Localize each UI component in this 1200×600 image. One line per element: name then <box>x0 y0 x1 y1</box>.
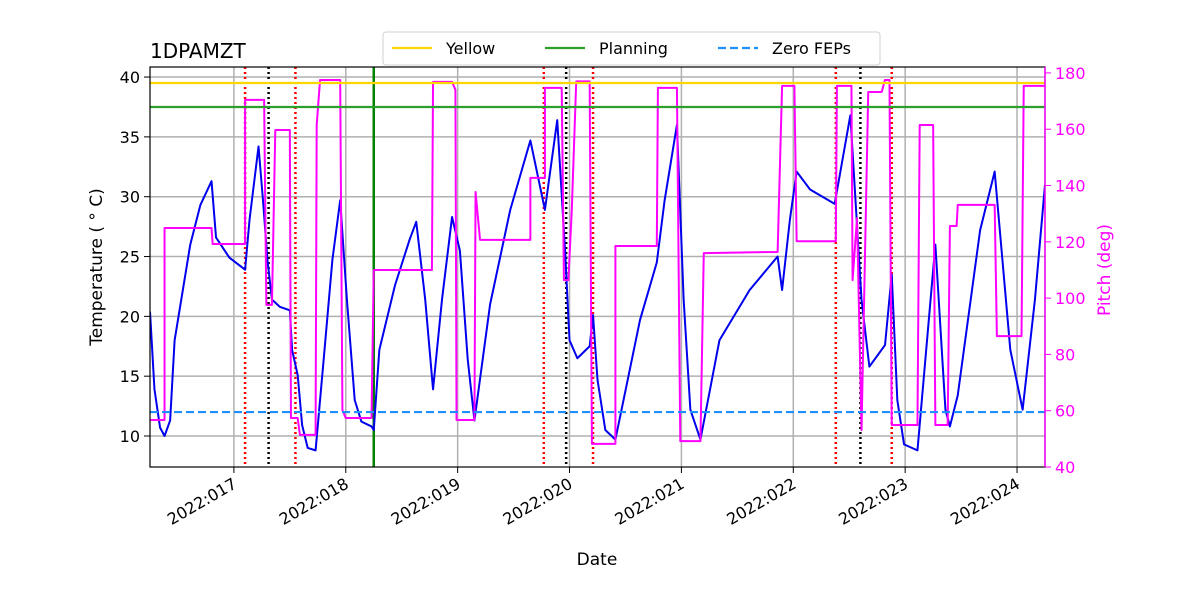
legend-label: Yellow <box>445 39 495 58</box>
y2-tick-label: 120 <box>1055 233 1086 252</box>
y2-tick-label: 40 <box>1055 458 1075 477</box>
plot-area <box>150 67 1045 467</box>
legend-label: Zero FEPs <box>772 39 851 58</box>
legend-box <box>382 31 881 66</box>
y2-tick-label: 100 <box>1055 289 1086 308</box>
y2-tick-label: 140 <box>1055 177 1086 196</box>
y-tick-label: 35 <box>120 128 140 147</box>
legend: Yellow Planning Zero FEPs <box>382 31 881 66</box>
y2-tick-label: 180 <box>1055 64 1086 83</box>
y-tick-label: 10 <box>120 427 140 446</box>
y2-tick-label: 160 <box>1055 120 1086 139</box>
y2-axis-label: Pitch (deg) <box>1095 224 1115 316</box>
y2-tick-label: 60 <box>1055 402 1075 421</box>
y-tick-label: 40 <box>120 68 140 87</box>
y-tick-label: 20 <box>120 307 140 326</box>
x-axis-label: Date <box>577 550 618 570</box>
legend-label: Planning <box>599 39 668 58</box>
y2-tick-label: 80 <box>1055 345 1075 364</box>
y-axis-label: Temperature ( ° C) <box>87 188 107 347</box>
y-tick-label: 30 <box>120 188 140 207</box>
chart-title: 1DPAMZT <box>150 39 247 63</box>
y-tick-label: 25 <box>120 248 140 267</box>
series-line <box>150 78 1045 445</box>
y-tick-label: 15 <box>120 367 140 386</box>
